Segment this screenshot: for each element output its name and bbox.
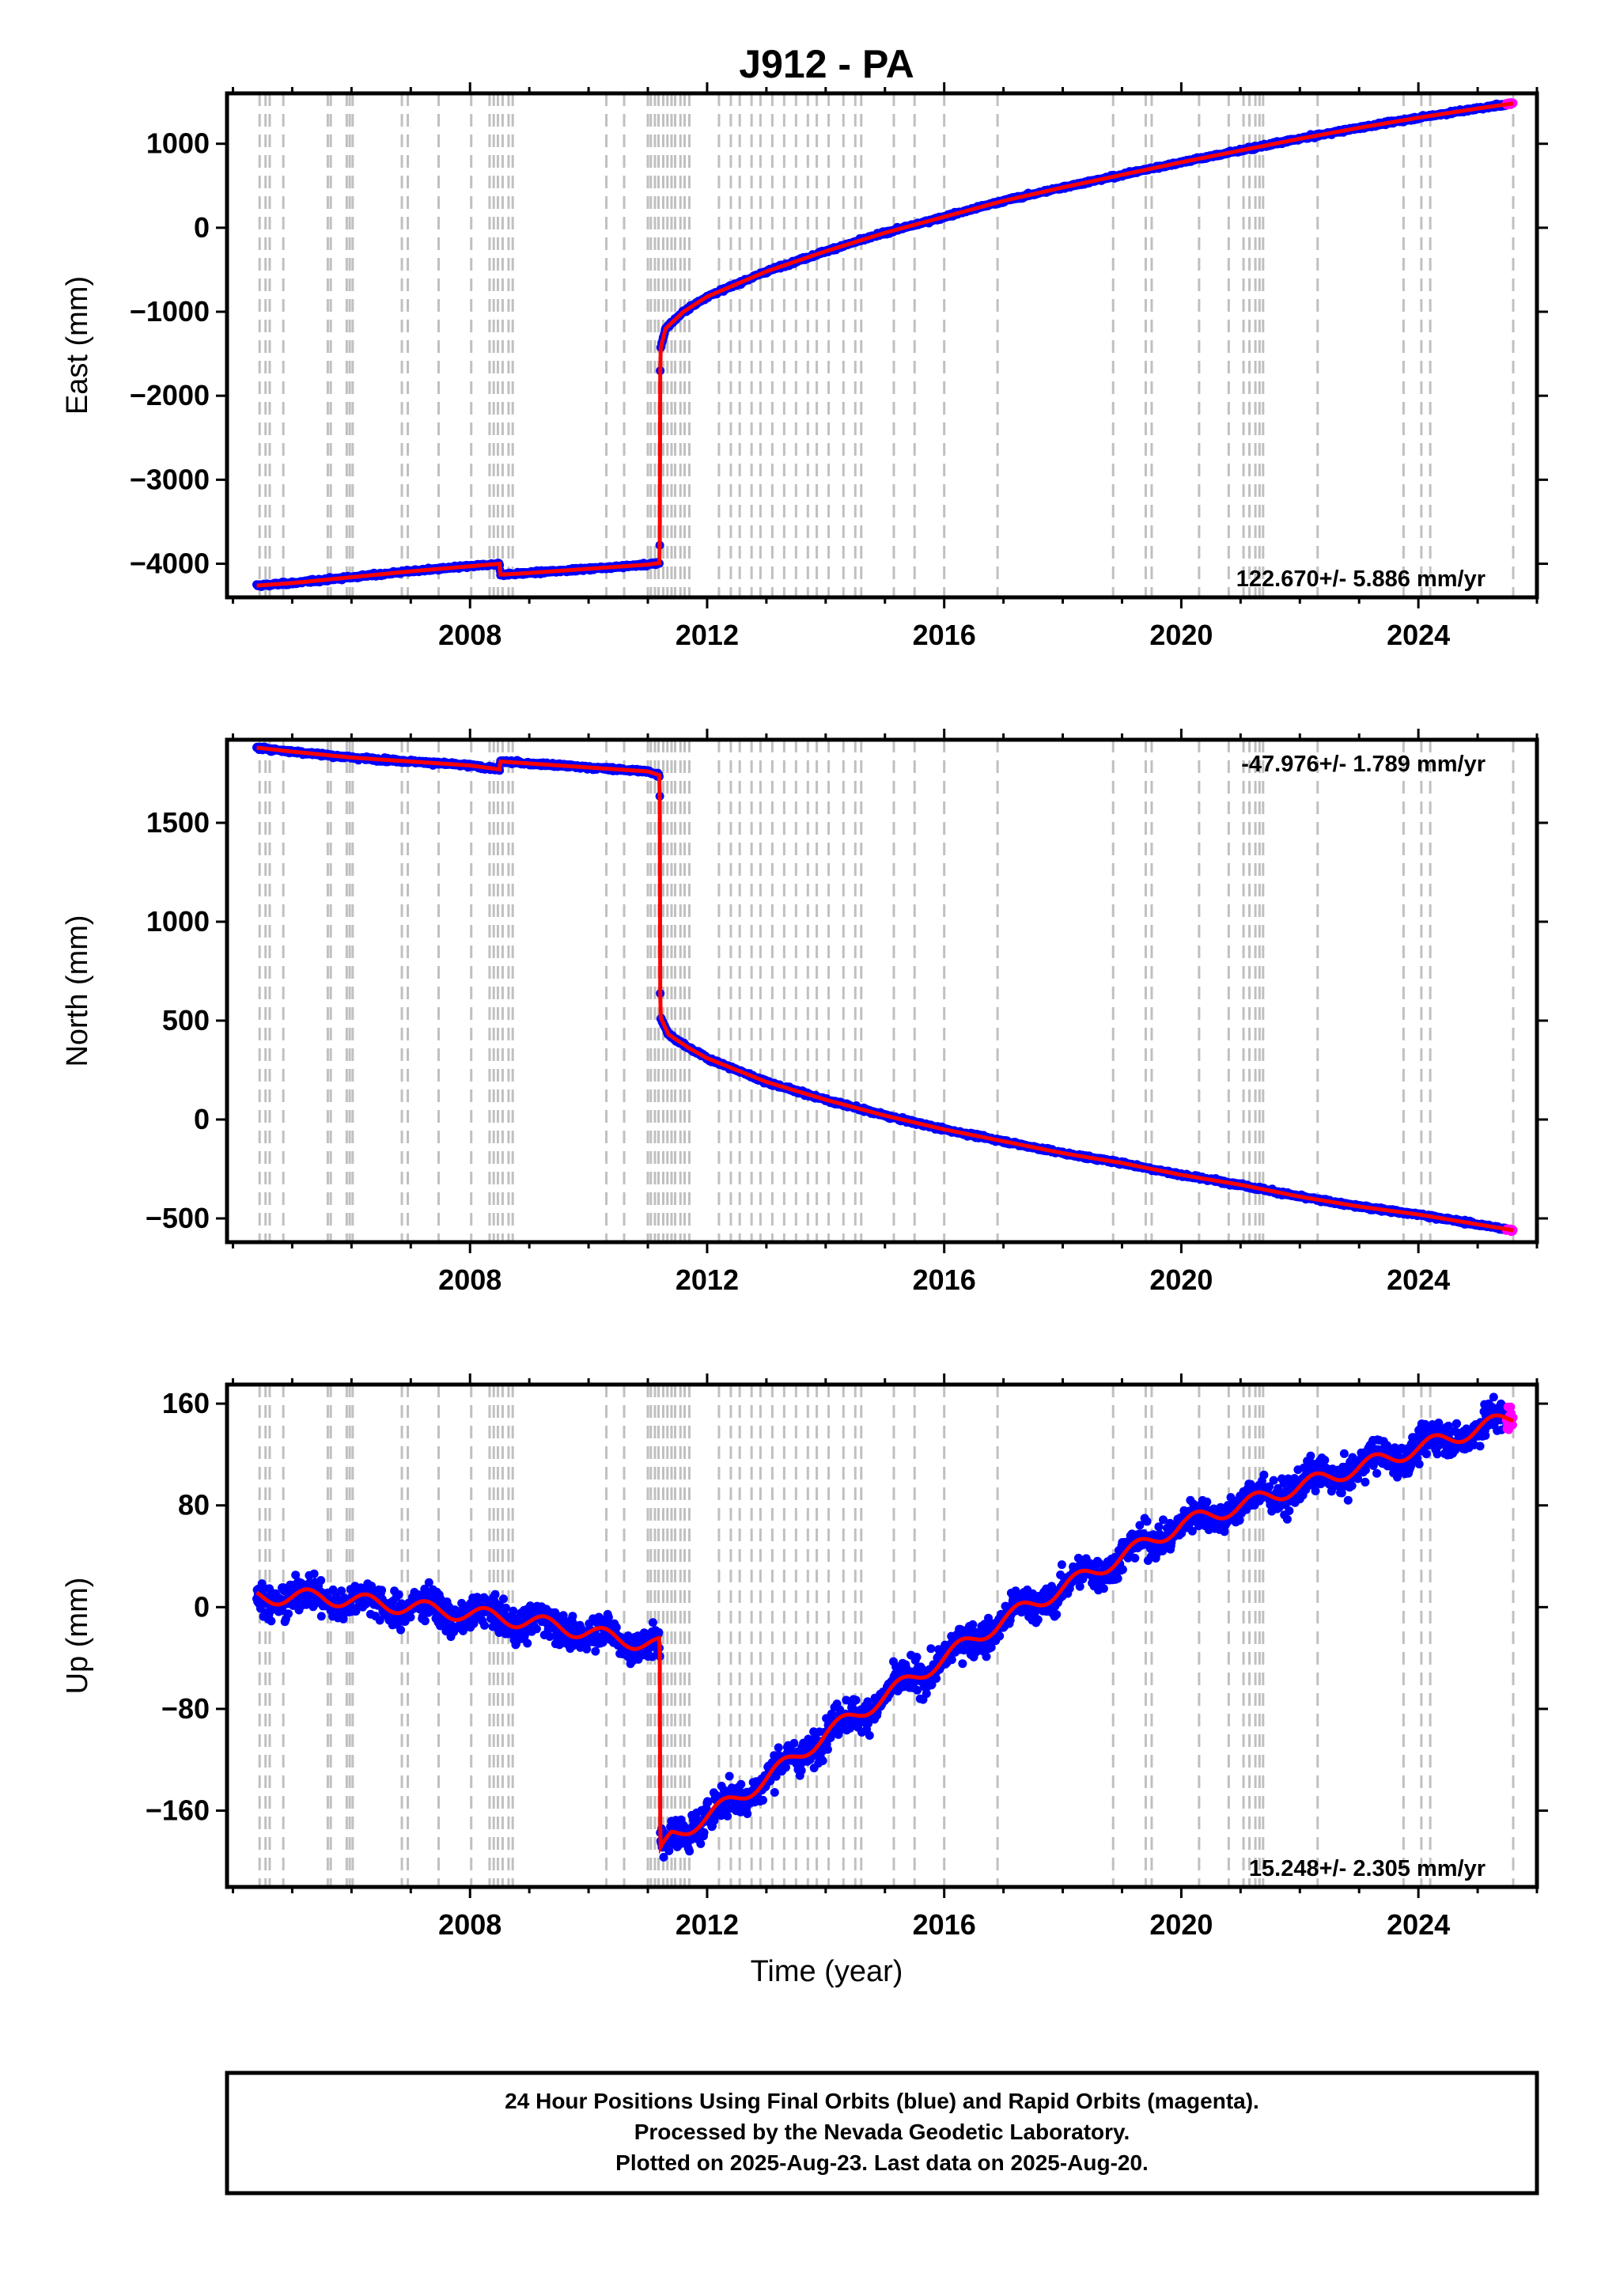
y-axis-label: East (mm) bbox=[61, 276, 94, 415]
x-tick-label: 2024 bbox=[1387, 619, 1450, 651]
data-points bbox=[252, 742, 1518, 1237]
y-tick-label: 0 bbox=[194, 211, 210, 244]
model-line bbox=[256, 101, 1514, 588]
x-tick-label: 2012 bbox=[676, 619, 739, 651]
panel-east: 2008 2012 2016 2020 2024 1000 0 −1000 −2000 −3000… bbox=[61, 82, 1548, 651]
y-tick-label: −4000 bbox=[130, 547, 210, 580]
y-tick-label: 1000 bbox=[146, 127, 210, 160]
plot-frame bbox=[225, 91, 1539, 600]
panel-north: 2008 2012 2016 2020 2024150010005000−500Nort… bbox=[61, 729, 1548, 1296]
x-tick-label: 2016 bbox=[913, 619, 976, 651]
rate-label: 122.670+/- 5.886 mm/yr bbox=[1236, 566, 1486, 592]
y-tick-label: −1000 bbox=[130, 295, 210, 328]
y-tick-label: −2000 bbox=[130, 379, 210, 411]
event-lines bbox=[258, 93, 1515, 597]
chart-title: J912 - PA bbox=[739, 42, 914, 86]
panels: 2008 2012 2016 2020 2024 1000 0 −1000 −2000 −3000… bbox=[61, 82, 1548, 1941]
y-tick-label: −3000 bbox=[130, 463, 210, 495]
x-tick-label: 2008 bbox=[438, 619, 501, 651]
event-lines bbox=[258, 740, 1515, 1242]
x-tick-label: 2020 bbox=[1149, 619, 1213, 651]
data-points bbox=[252, 98, 1518, 591]
